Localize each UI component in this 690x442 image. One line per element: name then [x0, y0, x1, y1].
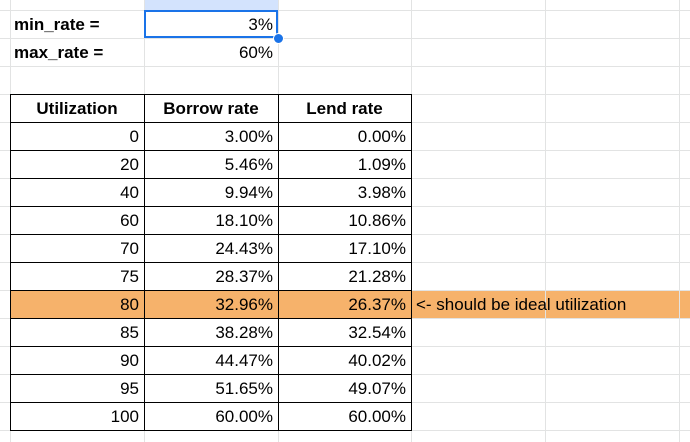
utilization-cell[interactable]: 85 — [120, 323, 139, 342]
table-border — [10, 122, 412, 123]
lend-rate-cell[interactable]: 17.10% — [348, 239, 406, 258]
table-border — [10, 318, 412, 319]
table-border — [10, 374, 412, 375]
active-cell-selection[interactable] — [144, 10, 278, 38]
borrow-rate-cell[interactable]: 18.10% — [215, 211, 273, 230]
table-border — [10, 402, 412, 403]
fill-handle[interactable] — [273, 33, 284, 44]
lend-rate-cell[interactable]: 0.00% — [357, 127, 406, 146]
max-rate-label[interactable]: max_rate = — [14, 43, 104, 62]
table-border — [10, 430, 412, 431]
lend-rate-cell[interactable]: 32.54% — [348, 323, 406, 342]
min-rate-value-cell[interactable]: 3% — [248, 15, 273, 34]
borrow-rate-cell[interactable]: 38.28% — [215, 323, 273, 342]
lend-rate-cell[interactable]: 40.02% — [348, 351, 406, 370]
lend-rate-cell[interactable]: 49.07% — [348, 379, 406, 398]
utilization-cell[interactable]: 75 — [120, 267, 139, 286]
ideal-utilization-note[interactable]: <- should be ideal utilization — [416, 295, 627, 314]
max-rate-value-cell[interactable]: 60% — [238, 43, 273, 62]
table-border — [10, 94, 412, 95]
borrow-rate-cell[interactable]: 5.46% — [224, 155, 273, 174]
borrow-rate-cell[interactable]: 51.65% — [215, 379, 273, 398]
utilization-cell[interactable]: 40 — [120, 183, 139, 202]
selected-column-indicator — [144, 0, 278, 10]
table-border — [10, 94, 11, 431]
utilization-cell[interactable]: 70 — [120, 239, 139, 258]
gridline — [0, 10, 690, 11]
borrow-rate-cell[interactable]: 44.47% — [215, 351, 273, 370]
lend-rate-cell[interactable]: 26.37% — [348, 295, 406, 314]
lend-rate-cell[interactable]: 10.86% — [348, 211, 406, 230]
utilization-cell[interactable]: 60 — [120, 211, 139, 230]
table-border — [10, 262, 412, 263]
table-border — [10, 346, 412, 347]
min-rate-label[interactable]: min_rate = — [14, 15, 100, 34]
gridline — [0, 66, 690, 67]
utilization-cell[interactable]: 90 — [120, 351, 139, 370]
gridline — [545, 0, 546, 442]
table-border — [144, 94, 145, 431]
header-utilization[interactable]: Utilization — [36, 99, 118, 118]
utilization-cell[interactable]: 100 — [110, 407, 139, 426]
table-border — [10, 206, 412, 207]
lend-rate-cell[interactable]: 21.28% — [348, 267, 406, 286]
highlighted-row-band — [10, 290, 690, 318]
header-lend-rate[interactable]: Lend rate — [306, 99, 383, 118]
borrow-rate-cell[interactable]: 9.94% — [224, 183, 273, 202]
table-border — [10, 178, 412, 179]
lend-rate-cell[interactable]: 60.00% — [348, 407, 406, 426]
utilization-cell[interactable]: 80 — [120, 295, 139, 314]
utilization-cell[interactable]: 95 — [120, 379, 139, 398]
utilization-cell[interactable]: 0 — [129, 127, 139, 146]
lend-rate-cell[interactable]: 3.98% — [357, 183, 406, 202]
borrow-rate-cell[interactable]: 60.00% — [215, 407, 273, 426]
table-border — [411, 94, 412, 431]
table-border — [278, 94, 279, 431]
gridline — [679, 0, 680, 442]
table-border — [10, 234, 412, 235]
table-border — [10, 290, 412, 291]
borrow-rate-cell[interactable]: 3.00% — [224, 127, 273, 146]
utilization-cell[interactable]: 20 — [120, 155, 139, 174]
header-borrow-rate[interactable]: Borrow rate — [163, 99, 259, 118]
gridline — [0, 38, 690, 39]
borrow-rate-cell[interactable]: 24.43% — [215, 239, 273, 258]
borrow-rate-cell[interactable]: 32.96% — [215, 295, 273, 314]
lend-rate-cell[interactable]: 1.09% — [357, 155, 406, 174]
borrow-rate-cell[interactable]: 28.37% — [215, 267, 273, 286]
table-border — [10, 150, 412, 151]
